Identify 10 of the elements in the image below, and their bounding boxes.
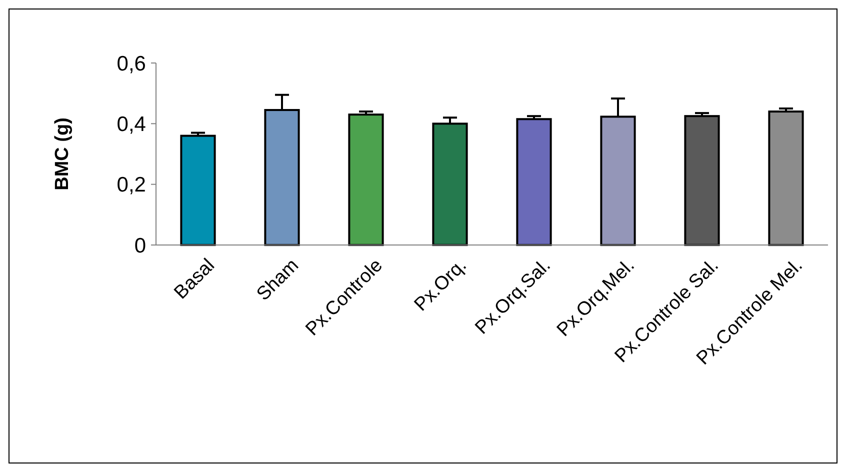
bar: [432, 122, 468, 246]
y-tick-label: 0,4: [116, 113, 146, 136]
bar: [684, 115, 720, 246]
y-tick-label: 0: [134, 234, 146, 258]
y-axis-title: BMC (g): [52, 118, 73, 190]
bar: [516, 118, 552, 246]
y-tick-label: 0,6: [116, 52, 146, 76]
bar: [348, 114, 384, 246]
bar: [180, 134, 216, 246]
y-tick-label: 0,2: [116, 174, 146, 197]
